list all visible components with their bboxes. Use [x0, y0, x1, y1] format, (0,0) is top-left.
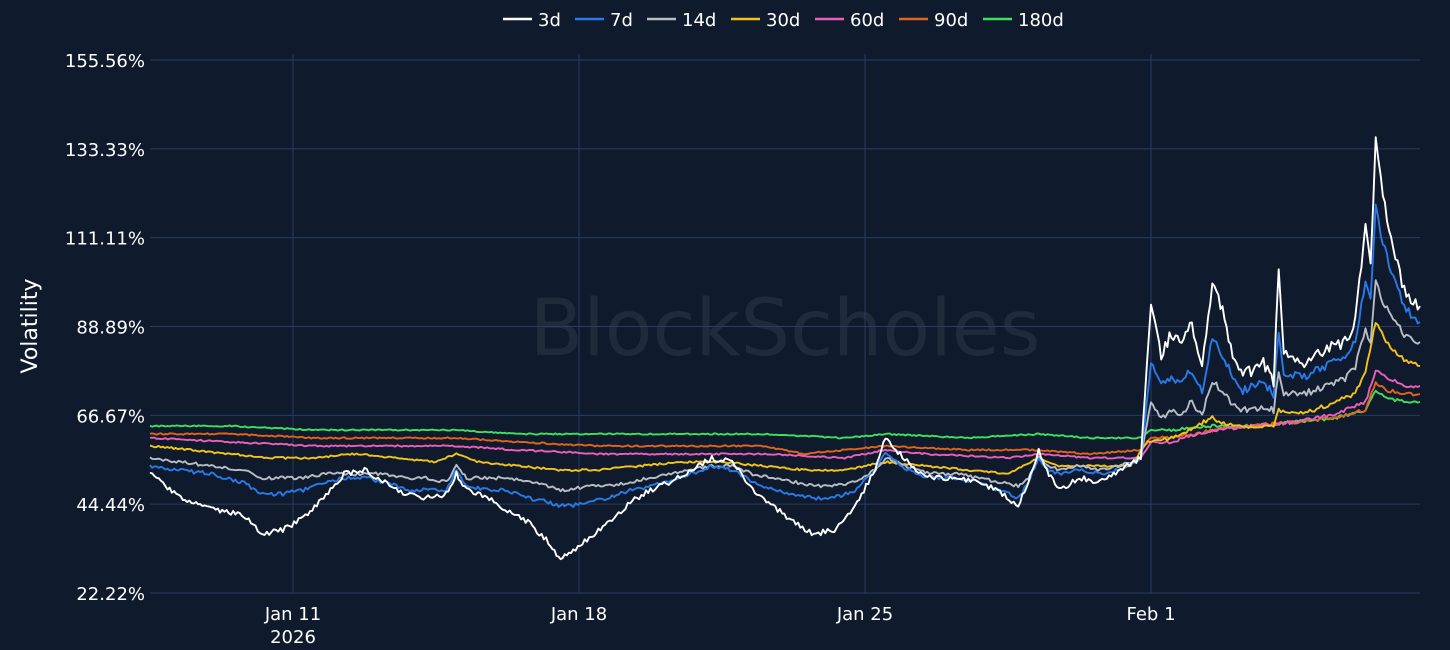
grid: [150, 54, 1420, 594]
legend-item-3d[interactable]: 3d: [503, 10, 561, 31]
x-tick-label: Jan 25: [836, 604, 893, 625]
y-tick-label: 155.56%: [65, 51, 145, 72]
x-tick-label: Feb 1: [1126, 604, 1175, 625]
legend-item-180d[interactable]: 180d: [983, 10, 1064, 31]
legend-label: 60d: [850, 10, 884, 31]
series-line-14d: [149, 279, 1421, 493]
series-line-7d: [149, 203, 1421, 508]
y-tick-label: 88.89%: [76, 318, 145, 339]
y-axis-label: Volatility: [18, 278, 43, 373]
x-tick-label: Jan 18: [550, 604, 607, 625]
legend-item-90d[interactable]: 90d: [899, 10, 968, 31]
x-tick-sublabel: 2026: [270, 627, 316, 648]
legend-label: 180d: [1018, 10, 1064, 31]
x-tick-label: Jan 11: [264, 604, 321, 625]
legend-item-60d[interactable]: 60d: [815, 10, 884, 31]
y-tick-label: 22.22%: [76, 584, 145, 605]
legend-item-14d[interactable]: 14d: [647, 10, 716, 31]
legend-label: 90d: [934, 10, 968, 31]
series-line-180d: [149, 389, 1421, 440]
y-tick-label: 66.67%: [76, 406, 145, 427]
legend-label: 30d: [766, 10, 800, 31]
legend-item-7d[interactable]: 7d: [575, 10, 633, 31]
series-line-90d: [149, 381, 1421, 456]
y-tick-label: 133.33%: [65, 140, 145, 161]
legend[interactable]: 3d 7d 14d 30d 60d 90d 180d: [503, 10, 1064, 31]
y-axis: 22.22% 44.44% 66.67% 88.89% 111.11% 133.33% 15…: [65, 51, 145, 605]
y-tick-label: 44.44%: [76, 495, 145, 516]
watermark: BlockScholes: [530, 284, 1041, 374]
series-line-60d: [149, 369, 1421, 460]
series-line-3d: [149, 136, 1421, 561]
legend-item-30d[interactable]: 30d: [731, 10, 800, 31]
y-tick-label: 111.11%: [65, 229, 145, 250]
legend-label: 7d: [610, 10, 633, 31]
series-lines: [149, 136, 1421, 561]
series-line-30d: [149, 322, 1421, 475]
legend-label: 3d: [538, 10, 561, 31]
legend-label: 14d: [682, 10, 716, 31]
watermark-text: BlockScholes: [530, 284, 1041, 374]
